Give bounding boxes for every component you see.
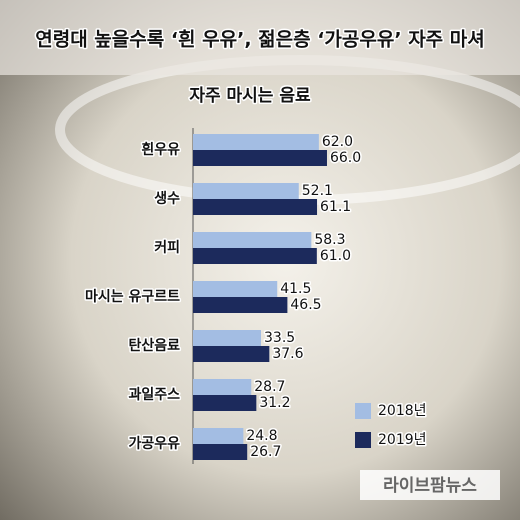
legend-label: 2019년 [378,432,427,448]
value-label: 52.1 [302,183,333,199]
category-label: 가공우유 [128,436,180,452]
value-label: 28.7 [254,379,285,395]
value-label: 61.1 [320,199,351,215]
bar [193,330,262,346]
plot: 흰우유 62.066.0 생수 52.161.1 커피 58.361.0 마시는 유구르트 4… [83,133,428,462]
bar [193,134,319,150]
category-label: 탄산음료 [128,337,180,354]
category-label: 커피 [154,240,180,256]
category-label: 생수 [154,191,180,207]
value-label: 46.5 [290,297,321,313]
title-band [0,0,520,75]
value-label: 31.2 [259,395,290,411]
bar [193,150,327,166]
watermark: 라이브팜뉴스 [383,476,477,496]
bar [193,183,299,199]
chart-title: 자주 마시는 음료 [189,86,311,106]
bar [193,199,318,215]
value-label: 61.0 [320,248,351,264]
category-label: 과일주스 [128,387,180,403]
bar [193,428,244,444]
value-label: 26.7 [250,444,281,460]
page-title: 연령대 높을수록 ‘흰 우유’, 젊은층 ‘가공우유’ 자주 마셔 [35,29,484,51]
bar [193,346,270,362]
value-label: 41.5 [280,281,311,297]
value-label: 37.6 [272,346,303,362]
value-label: 62.0 [322,134,353,150]
bar [193,281,278,297]
legend-swatch [355,432,371,448]
legend-swatch [355,403,371,419]
bar [193,395,257,411]
value-label: 66.0 [330,150,361,166]
watermark-box [360,470,500,500]
category-label: 마시는 유구르트 [85,289,180,305]
legend-label: 2018년 [378,403,427,419]
value-label: 58.3 [314,232,345,248]
value-label: 33.5 [264,330,295,346]
bar [193,444,248,460]
category-label: 흰우유 [141,141,180,158]
bar [193,297,288,313]
value-label: 24.8 [246,428,277,444]
bar [193,379,252,395]
bar [193,232,312,248]
bar [193,248,317,264]
